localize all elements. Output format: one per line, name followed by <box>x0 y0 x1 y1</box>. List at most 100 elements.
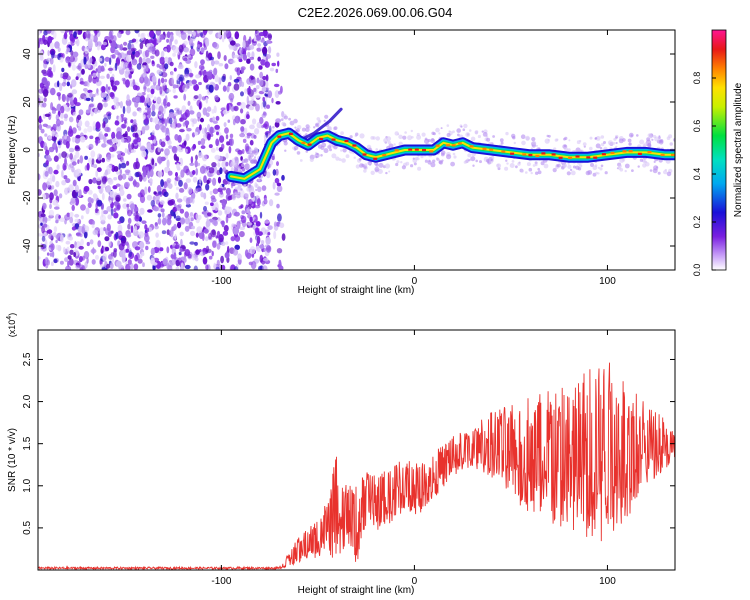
noise-speckle <box>205 71 212 77</box>
noise-speckle <box>276 203 280 209</box>
noise-speckle <box>48 146 55 153</box>
noise-speckle <box>175 211 178 215</box>
noise-speckle <box>271 62 277 67</box>
noise-speckle <box>124 181 130 188</box>
noise-speckle <box>69 153 73 160</box>
noise-speckle <box>223 31 226 40</box>
noise-speckle <box>271 155 275 161</box>
ridge-halo-point <box>427 160 432 165</box>
noise-speckle <box>204 127 207 134</box>
spectrogram-ticks: -100 0 100 -40 -20 0 20 40 <box>22 30 675 287</box>
noise-speckle <box>40 243 45 250</box>
noise-speckle <box>196 187 203 192</box>
noise-speckle <box>134 246 141 251</box>
noise-speckle <box>133 139 138 145</box>
noise-speckle <box>250 192 255 198</box>
noise-speckle <box>209 126 214 134</box>
noise-speckle <box>249 56 255 61</box>
noise-speckle <box>41 76 48 85</box>
ridge-halo-point <box>600 135 605 139</box>
noise-speckle <box>146 87 151 93</box>
noise-speckle <box>83 128 88 134</box>
noise-speckle <box>264 197 267 203</box>
ridge-halo-point <box>374 166 380 172</box>
noise-speckle <box>259 254 264 263</box>
ridge-halo-point <box>430 138 435 144</box>
ridge-halo-point <box>585 170 591 176</box>
ridge-halo-point <box>314 122 320 128</box>
noise-speckle <box>202 30 208 36</box>
noise-speckle <box>168 229 174 235</box>
ridge-halo-point <box>526 162 531 167</box>
ridge-halo-point <box>653 160 656 163</box>
noise-speckle <box>244 127 248 135</box>
noise-speckle <box>212 120 218 124</box>
ridge-halo-point <box>562 163 567 168</box>
noise-speckle <box>187 100 191 106</box>
ridge-halo-point <box>383 138 388 143</box>
ridge-halo-point <box>504 166 509 171</box>
noise-speckle <box>191 132 196 138</box>
noise-speckle <box>113 248 118 253</box>
noise-speckle <box>194 256 199 262</box>
ridge-halo-point <box>500 141 504 145</box>
snr-y-tick-label: 1.0 <box>22 478 33 492</box>
noise-speckle <box>141 32 146 38</box>
noise-speckle <box>45 149 50 156</box>
noise-speckle <box>38 123 43 131</box>
noise-speckle <box>60 113 64 119</box>
noise-speckle <box>251 150 257 154</box>
noise-speckle <box>168 145 173 149</box>
noise-speckle <box>46 229 53 235</box>
noise-speckle <box>179 208 185 214</box>
noise-speckle <box>187 187 193 195</box>
noise-speckle <box>226 141 231 146</box>
noise-speckle <box>113 208 117 213</box>
ridge-halo-point <box>490 155 495 160</box>
ridge-halo-point <box>637 165 640 168</box>
noise-speckle <box>281 233 286 241</box>
noise-speckle <box>75 168 82 177</box>
ridge-halo-point <box>284 149 287 152</box>
ridge-halo-point <box>424 159 428 163</box>
noise-speckle <box>66 246 70 252</box>
noise-speckle <box>124 70 129 79</box>
noise-speckle <box>111 131 116 140</box>
noise-speckle <box>226 84 230 93</box>
noise-speckle <box>277 213 282 222</box>
noise-speckle <box>262 96 266 102</box>
noise-speckle <box>141 150 147 158</box>
noise-speckle <box>54 206 60 210</box>
noise-speckle <box>66 47 70 53</box>
noise-speckle <box>101 192 105 201</box>
ridge-halo-point <box>342 148 347 153</box>
noise-speckle <box>88 178 93 185</box>
noise-speckle <box>241 149 245 154</box>
noise-speckle <box>225 134 229 140</box>
noise-speckle <box>175 186 180 191</box>
noise-speckle <box>195 232 199 238</box>
noise-speckle <box>229 75 232 81</box>
noise-speckle <box>109 190 115 198</box>
ridge-halo-point <box>413 162 417 166</box>
ridge-halo-point <box>604 171 608 175</box>
noise-speckle <box>151 158 155 166</box>
ridge-halo-point <box>492 135 495 138</box>
noise-speckle <box>118 243 125 251</box>
ridge-halo-point <box>295 128 300 133</box>
noise-speckle <box>144 186 148 195</box>
noise-speckle <box>164 78 168 83</box>
noise-speckle <box>183 93 187 101</box>
noise-speckle <box>141 220 147 224</box>
noise-speckle <box>96 76 99 83</box>
noise-speckle <box>159 56 165 65</box>
noise-speckle <box>65 107 70 112</box>
noise-speckle <box>260 102 264 110</box>
noise-speckle <box>44 113 51 118</box>
noise-speckle <box>87 40 93 49</box>
ridge-halo-point <box>654 136 660 142</box>
ridge-halo-point <box>294 126 297 129</box>
noise-speckle <box>175 192 179 200</box>
noise-speckle <box>216 243 221 250</box>
noise-speckle <box>267 232 271 236</box>
